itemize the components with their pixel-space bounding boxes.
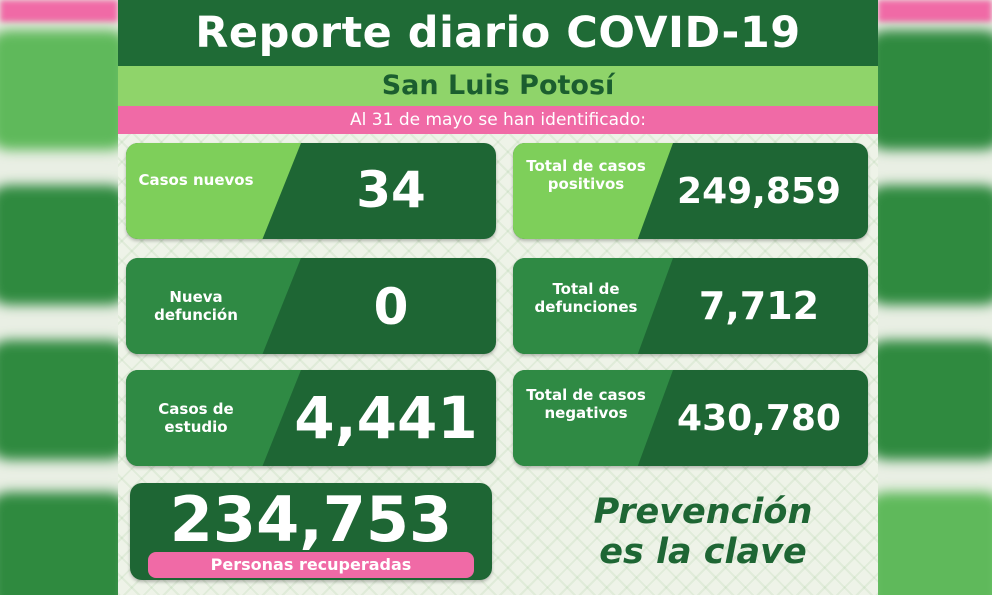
slogan-line-2: es la clave xyxy=(599,532,807,572)
backdrop-block xyxy=(0,492,118,595)
study-cases-card: Casos de estudio 4,441 xyxy=(126,370,496,466)
recovered-label-pill xyxy=(148,552,474,578)
new-deaths-value: 0 xyxy=(373,278,409,336)
card-label-tab xyxy=(126,143,301,239)
new-cases-label: Casos nuevos xyxy=(138,171,254,189)
total-deaths-value: 7,712 xyxy=(698,284,820,328)
backdrop-block xyxy=(0,185,118,305)
total-negative-card: Total de casos negativos 430,780 xyxy=(513,370,868,466)
recovered-card: 234,753 Personas recuperadas xyxy=(130,483,492,580)
covid-report-poster: Reporte diario COVID-19 San Luis Potosí … xyxy=(118,0,878,595)
backdrop-block xyxy=(878,492,992,595)
new-deaths-card: Nueva defunción 0 xyxy=(126,258,496,354)
blurred-backdrop-left xyxy=(0,0,118,595)
region-subtitle: San Luis Potosí xyxy=(381,70,615,101)
blurred-backdrop-right xyxy=(878,0,992,595)
total-negative-label: Total de casos negativos xyxy=(526,386,646,422)
date-line: Al 31 de mayo se han identificado: xyxy=(350,110,646,130)
new-cases-value: 34 xyxy=(356,161,426,219)
new-cases-card: Casos nuevos 34 xyxy=(126,143,496,239)
report-title: Reporte diario COVID-19 xyxy=(195,8,801,58)
header-band xyxy=(118,0,878,66)
subtitle-band xyxy=(118,66,878,106)
study-cases-value: 4,441 xyxy=(294,384,478,452)
total-positive-value: 249,859 xyxy=(677,171,841,212)
backdrop-block xyxy=(878,340,992,460)
backdrop-block xyxy=(0,340,118,460)
slogan-line-1: Prevención xyxy=(593,492,813,532)
new-deaths-label: Nueva defunción xyxy=(154,288,238,324)
date-band xyxy=(118,106,878,134)
backdrop-block xyxy=(0,30,118,150)
total-deaths-card: Total de defunciones 7,712 xyxy=(513,258,868,354)
backdrop-pink-bar xyxy=(0,0,118,22)
backdrop-block xyxy=(878,30,992,150)
total-deaths-label: Total de defunciones xyxy=(534,280,638,316)
backdrop-block xyxy=(878,185,992,305)
backdrop-pink-bar xyxy=(878,0,992,22)
total-positive-label: Total de casos positivos xyxy=(526,157,646,193)
recovered-label: Personas recuperadas xyxy=(210,555,412,574)
total-positive-card: Total de casos positivos 249,859 xyxy=(513,143,868,239)
recovered-value: 234,753 xyxy=(169,483,453,556)
total-negative-value: 430,780 xyxy=(677,398,841,439)
study-cases-label: Casos de estudio xyxy=(158,400,234,436)
prevention-slogan: Prevención es la clave xyxy=(538,492,868,572)
